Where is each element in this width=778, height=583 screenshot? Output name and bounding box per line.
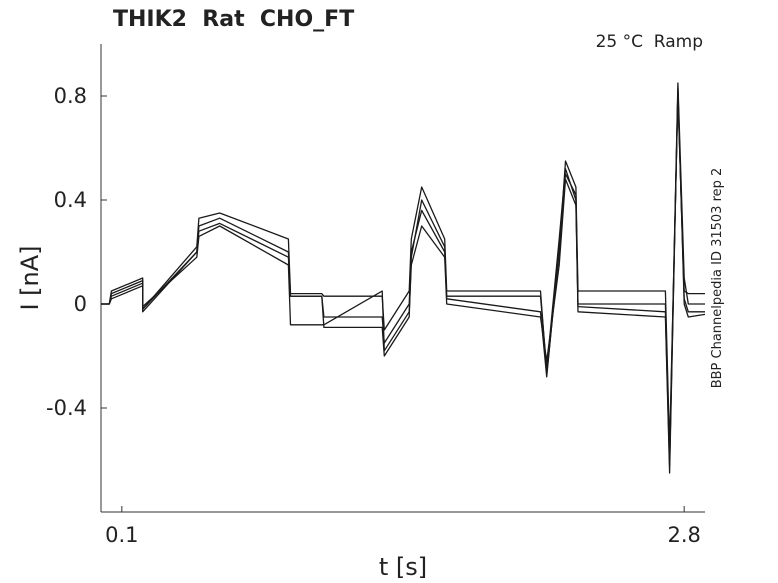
x-tick-label: 2.8 <box>667 523 700 547</box>
y-axis-label: I [nA] <box>16 245 44 310</box>
y-tick-label: 0 <box>74 292 87 316</box>
trace <box>101 87 706 474</box>
x-axis-label: t [s] <box>379 553 427 581</box>
trace <box>101 82 705 461</box>
trace <box>101 95 705 448</box>
side-note: BBP Channelpedia ID 31503 rep 2 <box>710 168 725 389</box>
x-tick-label: 0.1 <box>105 523 138 547</box>
trace <box>101 90 705 466</box>
chart-title: THIK2 Rat CHO_FT <box>113 7 354 32</box>
y-tick-label: 0.4 <box>54 188 87 212</box>
y-tick-label: 0.8 <box>54 84 87 108</box>
y-tick-label: -0.4 <box>46 396 87 420</box>
annotation: 25 °C Ramp <box>596 32 703 52</box>
